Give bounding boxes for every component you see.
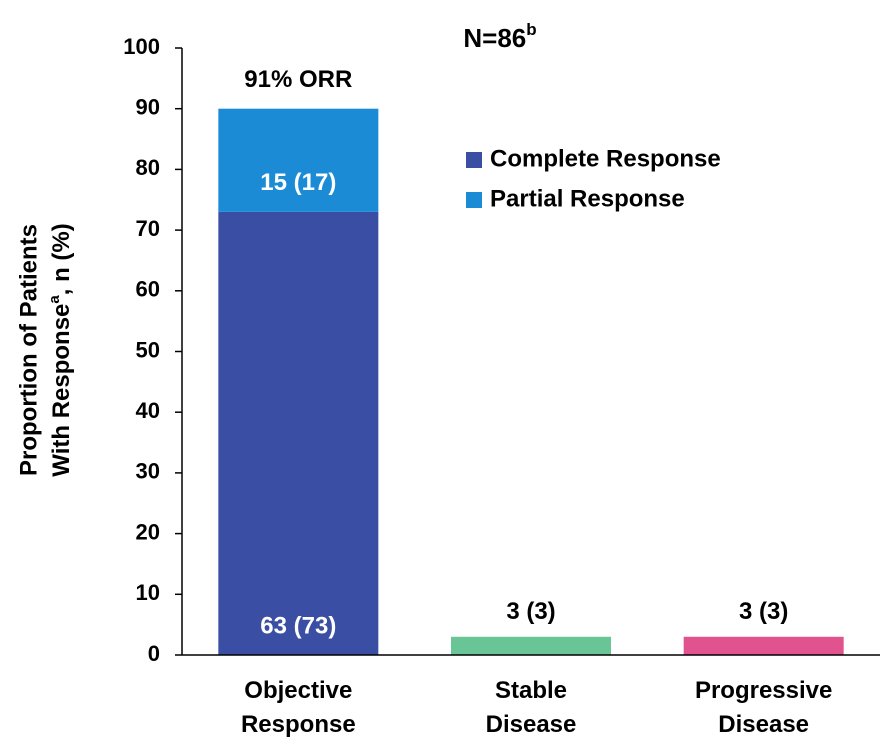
legend-swatch — [466, 152, 482, 168]
x-tick-label: Stable Disease — [485, 677, 577, 738]
y-axis-label: Proportion of Patients With Responsea, n… — [15, 223, 75, 476]
y-label-line: Proportion of Patients — [15, 224, 42, 476]
title-text: N=86 — [463, 23, 526, 53]
value-label: 3 (3) — [506, 598, 555, 625]
y-tick-label: 40 — [136, 398, 160, 423]
y-tick-label: 100 — [123, 34, 160, 59]
bar-segment — [218, 108, 379, 212]
y-tick-label: 10 — [136, 580, 160, 605]
y-tick-label: 80 — [136, 155, 160, 180]
y-tick-label: 30 — [136, 459, 160, 484]
y-label-line: With Responsea, n (%) — [46, 223, 75, 476]
y-tick-label: 90 — [136, 95, 160, 120]
value-label: 15 (17) — [260, 169, 336, 196]
bar-segment — [683, 636, 844, 655]
y-label-text: With Response — [48, 304, 75, 477]
y-label-text: , n (%) — [48, 223, 75, 295]
y-label-sup: a — [46, 295, 63, 304]
stack-label: 91% ORR — [244, 66, 352, 93]
y-tick-label: 60 — [136, 277, 160, 302]
y-tick-label: 20 — [136, 519, 160, 544]
title-sup: b — [526, 20, 536, 39]
legend-label: Complete Response — [490, 145, 721, 172]
chart-title: N=86b — [463, 20, 536, 52]
value-label: 63 (73) — [260, 612, 336, 639]
y-tick-label: 70 — [136, 216, 160, 241]
y-tick-label: 0 — [148, 641, 160, 666]
y-tick-label: 50 — [136, 337, 160, 362]
x-tick-label: Progressive Disease — [694, 677, 833, 738]
bar-segment — [451, 636, 611, 655]
x-tick-label: Objective Response — [240, 677, 356, 738]
value-label: 3 (3) — [739, 598, 788, 625]
bar-segment — [218, 211, 379, 655]
legend-label: Partial Response — [490, 185, 685, 212]
legend-swatch — [466, 192, 482, 208]
